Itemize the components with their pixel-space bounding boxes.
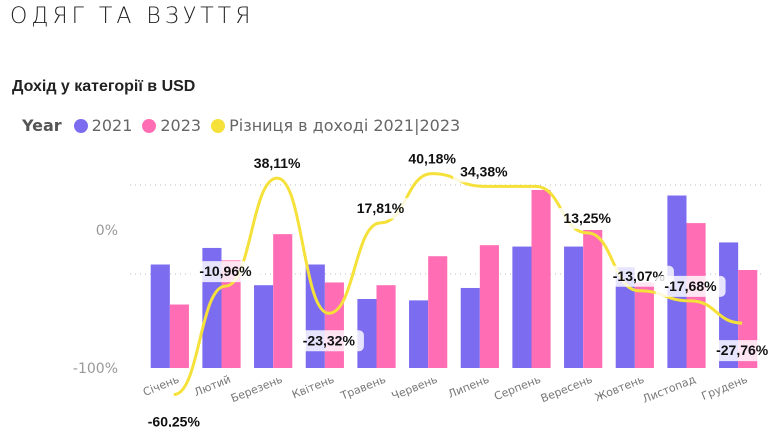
data-label-4: -23,32% bbox=[303, 332, 356, 348]
bar-2021-9 bbox=[564, 246, 584, 368]
x-tick-label-12: Грудень bbox=[700, 373, 750, 403]
data-label-bg-9 bbox=[556, 207, 618, 229]
data-label-12: -27,76% bbox=[716, 342, 768, 358]
legend: Year 2021 2023 Різниця в доході 2021|202… bbox=[22, 116, 470, 135]
bar-2021-6 bbox=[409, 300, 429, 368]
y-tick-label-2: -100% bbox=[73, 361, 118, 377]
data-label-bg-3 bbox=[246, 153, 308, 175]
bar-2023-1 bbox=[169, 304, 189, 368]
bar-2021-1 bbox=[150, 264, 170, 368]
legend-marker-2021 bbox=[73, 118, 88, 133]
bar-2023-7 bbox=[479, 245, 499, 368]
data-label-10: -13,07% bbox=[613, 268, 666, 284]
bar-2021-5 bbox=[357, 299, 377, 368]
legend-label-difference: Різниця в доході 2021|2023 bbox=[229, 116, 461, 135]
x-tick-label-3: Березень bbox=[229, 373, 284, 405]
data-label-bg-5 bbox=[349, 197, 412, 219]
data-label-bg-4 bbox=[293, 330, 364, 352]
bar-2021-7 bbox=[460, 287, 480, 368]
bar-2023-10 bbox=[634, 282, 654, 368]
x-tick-label-2: Лютий bbox=[192, 373, 232, 399]
legend-title: Year bbox=[22, 116, 62, 135]
data-label-11: -17,68% bbox=[664, 278, 717, 294]
data-label-5: 17,81% bbox=[357, 200, 405, 216]
page-title: ОДЯГ ТА ВЗУТТЯ bbox=[10, 4, 255, 29]
legend-label-2023: 2023 bbox=[160, 116, 202, 135]
y-tick-label-1: 0% bbox=[96, 223, 118, 239]
data-label-bg-11 bbox=[655, 275, 726, 297]
x-tick-label-4: Квітень bbox=[290, 373, 336, 402]
data-label-2: -10,96% bbox=[199, 263, 252, 279]
bar-2021-3 bbox=[254, 285, 274, 368]
bar-2023-9 bbox=[583, 230, 603, 368]
data-label-bg-12 bbox=[707, 340, 768, 362]
x-tick-label-10: Жовтень bbox=[593, 373, 646, 405]
x-tick-label-11: Листопад bbox=[641, 373, 698, 406]
data-label-7: 34,38% bbox=[460, 163, 508, 179]
bar-2023-6 bbox=[428, 256, 448, 368]
data-label-6: 40,18% bbox=[408, 151, 456, 167]
difference-line bbox=[173, 172, 743, 397]
bar-2021-8 bbox=[512, 246, 532, 368]
x-tick-label-9: Вересень bbox=[539, 373, 594, 405]
legend-item-2021[interactable]: 2021 bbox=[73, 116, 133, 135]
data-label-bg-6 bbox=[401, 148, 463, 170]
x-tick-label-8: Серпень bbox=[492, 373, 542, 403]
bar-2021-10 bbox=[615, 267, 635, 368]
bar-2023-8 bbox=[531, 189, 551, 368]
bar-2023-5 bbox=[376, 285, 396, 368]
x-tick-label-6: Червень bbox=[390, 373, 440, 403]
chart-title: Дохід у категорії в USD bbox=[12, 78, 196, 95]
bar-2021-12 bbox=[719, 242, 739, 368]
legend-item-2023[interactable]: 2023 bbox=[142, 116, 201, 135]
data-label-bg-1 bbox=[138, 411, 209, 427]
data-label-1: -60,25% bbox=[148, 414, 201, 427]
legend-item-difference[interactable]: Різниця в доході 2021|2023 bbox=[211, 116, 460, 135]
data-label-bg-7 bbox=[453, 161, 515, 183]
legend-label-2021: 2021 bbox=[91, 116, 133, 135]
bar-2023-4 bbox=[324, 282, 344, 368]
legend-marker-2023 bbox=[142, 118, 157, 133]
legend-marker-difference bbox=[211, 118, 226, 133]
x-tick-label-7: Липень bbox=[446, 373, 491, 401]
bar-2023-3 bbox=[273, 234, 293, 368]
data-label-3: 38,11% bbox=[254, 155, 301, 171]
bar-2021-4 bbox=[305, 264, 325, 368]
data-label-9: 13,25% bbox=[563, 210, 611, 226]
x-tick-label-5: Травень bbox=[338, 373, 388, 403]
data-label-bg-2 bbox=[190, 261, 261, 283]
